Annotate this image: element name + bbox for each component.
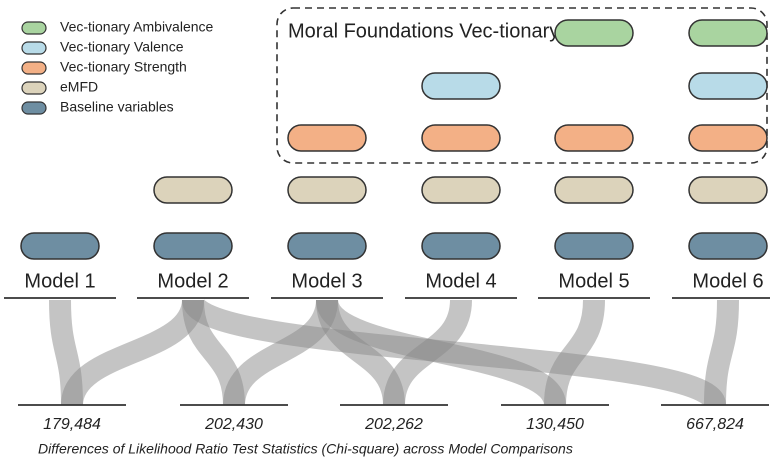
comparison-value: 179,484 (43, 416, 101, 433)
legend-swatch (21, 81, 47, 95)
variable-pill (20, 232, 100, 260)
model-label: Model 1 (24, 270, 95, 292)
legend-label: Vec-tionary Strength (60, 59, 187, 75)
caption: Differences of Likelihood Ratio Test Sta… (38, 441, 573, 457)
variable-pill (153, 176, 233, 204)
comparison-value: 130,450 (526, 416, 584, 433)
legend-swatch (21, 21, 47, 35)
comparison-value: 202,262 (364, 416, 423, 433)
variable-pill (688, 232, 768, 260)
ribbon (704, 299, 739, 406)
variable-pill (421, 72, 501, 100)
model-label: Model 5 (558, 270, 629, 292)
legend-label: Baseline variables (60, 99, 174, 115)
variable-pill (421, 176, 501, 204)
model-label: Model 4 (425, 270, 496, 292)
variable-pill (287, 232, 367, 260)
comparison-value: 667,824 (686, 416, 744, 433)
variable-pill (287, 176, 367, 204)
legend-label: Vec-tionary Ambivalence (60, 19, 214, 35)
variable-pill (554, 124, 634, 152)
variable-pill (287, 124, 367, 152)
box-title: Moral Foundations Vec-tionary (288, 20, 559, 42)
variable-pill (421, 124, 501, 152)
variable-pill (554, 19, 634, 47)
legend-swatch (21, 41, 47, 55)
legend-swatch (21, 101, 47, 115)
model-label: Model 2 (157, 270, 228, 292)
ribbon (182, 296, 726, 409)
variable-pill (688, 176, 768, 204)
legend-swatch (21, 61, 47, 75)
legend-label: Vec-tionary Valence (60, 39, 184, 55)
ribbon (544, 299, 605, 406)
variable-pill (688, 124, 768, 152)
model-label: Model 6 (692, 270, 763, 292)
variable-pill (554, 232, 634, 260)
variable-pill (421, 232, 501, 260)
variable-pill (554, 176, 634, 204)
variable-pill (688, 19, 768, 47)
variable-pill (688, 72, 768, 100)
legend-label: eMFD (60, 79, 98, 95)
comparison-value: 202,430 (204, 416, 263, 433)
model-label: Model 3 (291, 270, 362, 292)
variable-pill (153, 232, 233, 260)
ribbon (61, 298, 204, 407)
